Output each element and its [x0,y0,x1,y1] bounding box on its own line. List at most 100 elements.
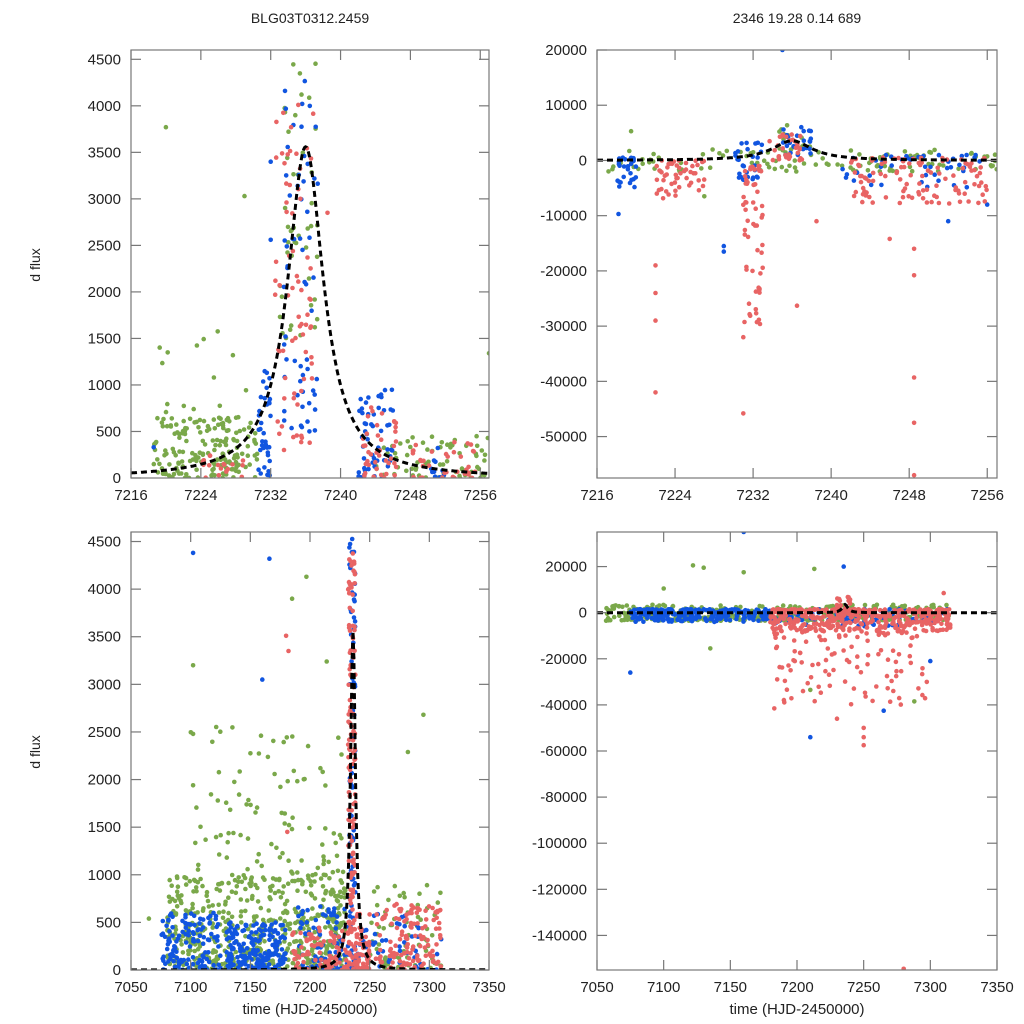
data-point-green [285,240,291,245]
data-point-blue [744,140,749,146]
y-tick-label: -40000 [540,373,587,390]
data-point-green [254,451,260,457]
data-point-green [211,417,217,422]
data-point-red [972,182,977,187]
data-point-red [901,188,906,194]
data-point-red [294,433,300,438]
data-point-blue [697,614,702,620]
data-point-blue [334,914,340,919]
data-point-green [179,942,184,947]
data-point-blue [307,429,312,434]
data-point-red [660,196,666,201]
data-point-blue [656,614,662,619]
data-point-green [308,303,314,308]
data-point-green [166,894,172,900]
data-point-red [676,184,682,190]
data-point-blue [307,103,313,109]
data-point-green [227,807,233,813]
data-point-red [309,355,314,360]
data-point-green [179,459,185,464]
data-point-red [967,164,973,170]
data-point-blue [922,164,928,170]
title-left: BLG03T0312.2459 [251,10,370,26]
data-point-blue [199,959,205,964]
data-point-blue [161,954,166,959]
plot-frame [130,49,490,479]
data-point-red [833,628,839,633]
data-point-green [164,451,169,457]
data-point-red [893,659,899,665]
data-point-red [298,196,303,202]
data-point-red [936,200,942,206]
data-point-green [284,735,290,740]
data-point-blue [284,244,290,249]
data-point-red [347,628,353,633]
data-point-red [347,778,353,784]
data-point-red [429,449,435,454]
data-point-red [466,470,471,476]
data-point-green [277,855,283,860]
data-point-red [663,189,669,194]
data-point-green [334,853,340,859]
data-point-green [187,458,193,464]
data-point-red [843,633,848,638]
data-point-red [798,156,803,161]
data-point-blue [186,957,191,962]
data-point-green [340,869,346,875]
data-point-green [223,442,229,448]
data-point-green [258,905,264,911]
data-point-red [366,462,372,468]
data-point-red [390,960,395,965]
data-point-green [318,765,323,771]
data-point-blue [209,931,214,937]
data-point-red [895,629,901,634]
y-axis-label: d flux [27,248,43,281]
data-point-red [924,621,929,626]
data-point-red [978,165,983,170]
data-point-red [304,952,309,957]
data-point-blue [363,400,369,405]
data-point-green [280,890,285,896]
data-point-blue [329,911,334,917]
data-point-red [466,464,471,470]
data-point-green [187,878,193,884]
data-point-red [291,395,297,401]
data-point-red [870,698,875,704]
data-point-red [812,698,817,704]
data-point-green [160,424,166,429]
data-point-blue [735,149,741,154]
data-point-blue [641,619,646,624]
data-point-blue [259,443,265,448]
data-point-blue [762,615,767,621]
data-point-green [992,152,997,157]
data-point-green [256,751,262,756]
data-point-green [295,888,300,893]
data-point-green [741,570,746,575]
data-point-red [365,458,370,464]
data-point-green [329,926,335,932]
data-point-green [339,880,345,885]
data-point-blue [879,182,884,188]
data-point-blue [250,940,255,946]
data-point-green [193,840,198,846]
data-point-blue [389,387,395,393]
plot-frame [596,531,998,971]
data-point-red [451,449,457,455]
data-point-blue [799,124,804,130]
data-point-red [848,702,854,707]
data-point-red [780,146,785,151]
data-point-blue [397,944,402,949]
data-point-red [654,163,659,169]
data-point-blue [369,422,374,427]
data-point-red [851,193,857,199]
data-point-red [976,183,982,189]
data-point-green [780,603,786,608]
data-point-red [653,318,658,323]
data-point-green [262,877,267,882]
data-point-green [383,955,388,960]
data-point-red [791,638,797,643]
data-point-green [192,420,197,425]
data-point-red [838,603,843,608]
data-point-red [922,613,927,618]
data-point-green [198,876,203,882]
